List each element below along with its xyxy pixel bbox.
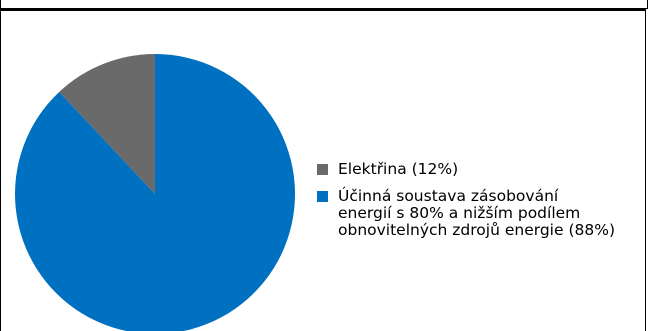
pie-slice-1 — [15, 54, 295, 331]
legend-label-elektrina: Elektřina (12%) — [338, 160, 645, 178]
chart-frame: Elektřina (12%) Účinná soustava zásobová… — [0, 9, 646, 331]
pie-slice-0 — [59, 54, 155, 194]
legend-item-elektrina: Elektřina (12%) — [317, 160, 645, 178]
legend-line: energií s 80% a nižším podílem — [338, 204, 581, 222]
legend-item-soustava: Účinná soustava zásobování energií s 80%… — [317, 187, 645, 239]
legend-swatch-soustava — [317, 191, 328, 202]
chart-title-bar — [0, 0, 648, 9]
legend-line: Elektřina (12%) — [338, 160, 459, 178]
pie-chart — [15, 54, 295, 331]
chart-legend: Elektřina (12%) Účinná soustava zásobová… — [317, 160, 645, 249]
legend-label-soustava: Účinná soustava zásobování energií s 80%… — [338, 187, 645, 239]
legend-line: obnovitelných zdrojů energie (88%) — [338, 221, 615, 239]
legend-swatch-elektrina — [317, 164, 328, 175]
legend-line: Účinná soustava zásobování — [338, 187, 559, 205]
